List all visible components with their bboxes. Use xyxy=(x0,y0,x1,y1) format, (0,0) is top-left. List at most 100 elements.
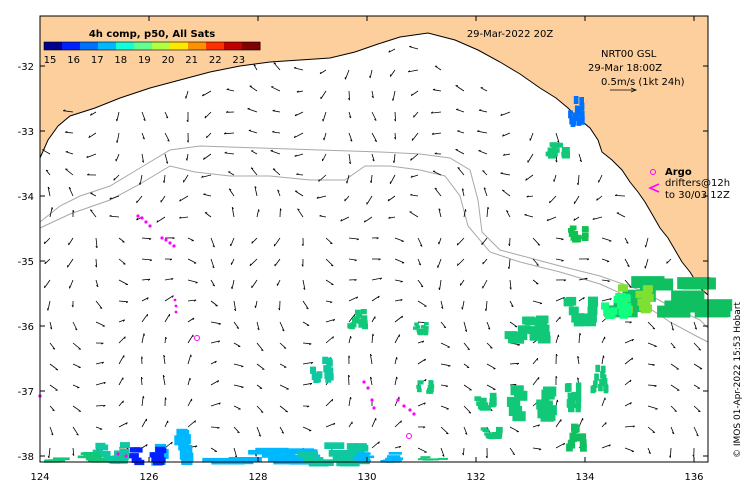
current-arrow-head xyxy=(363,220,366,223)
current-arrow xyxy=(438,208,442,218)
current-arrow xyxy=(601,258,610,262)
current-arrow xyxy=(555,419,562,428)
drifter-point xyxy=(168,241,172,245)
current-arrow-head xyxy=(171,441,173,445)
current-arrow xyxy=(233,363,244,367)
drifter-point xyxy=(370,398,374,402)
current-arrow xyxy=(210,321,221,325)
sst-cell xyxy=(576,392,582,401)
current-arrow-head xyxy=(280,208,282,211)
current-arrow xyxy=(670,321,674,331)
current-arrow-head xyxy=(203,157,205,160)
current-arrow xyxy=(371,441,380,449)
current-arrow-head xyxy=(392,98,394,101)
argo-legend-label: Argo xyxy=(665,167,692,178)
current-arrow-head xyxy=(443,326,446,329)
current-arrow-head xyxy=(179,216,182,219)
current-arrow-head xyxy=(423,402,426,405)
current-arrow-head xyxy=(490,347,493,349)
current-arrow-head xyxy=(448,365,451,367)
current-arrow-head xyxy=(316,196,319,199)
current-arrow-head xyxy=(555,353,558,357)
current-arrow xyxy=(601,397,606,407)
colorbar-frame xyxy=(43,41,261,51)
current-arrow-head xyxy=(283,347,287,349)
current-arrow xyxy=(256,321,260,331)
current-arrow-head xyxy=(319,71,322,75)
sst-cell xyxy=(495,433,503,438)
current-arrow xyxy=(69,279,74,289)
current-arrow-head xyxy=(430,111,434,114)
current-arrow xyxy=(251,150,258,155)
current-arrow-head xyxy=(400,281,403,283)
current-arrow xyxy=(233,342,241,347)
sst-cell xyxy=(582,227,589,233)
current-arrow-head xyxy=(346,181,348,184)
current-arrow-head xyxy=(370,353,373,357)
current-arrow xyxy=(364,216,373,223)
current-arrow-head xyxy=(464,329,467,332)
current-arrow xyxy=(164,153,169,164)
sst-cell xyxy=(512,411,526,422)
x-axis: 124 126 128 130 132 134 136 xyxy=(30,16,704,483)
sst-cell xyxy=(181,455,193,465)
current-arrow xyxy=(255,300,258,308)
current-arrow xyxy=(410,194,419,197)
current-arrow-head xyxy=(250,167,254,169)
sst-cell xyxy=(551,143,560,149)
current-arrow xyxy=(348,111,352,119)
current-arrow-head xyxy=(185,96,187,99)
sst-cell xyxy=(618,284,628,292)
current-arrow-head xyxy=(563,442,566,446)
current-arrow-head xyxy=(122,319,125,322)
sst-colorbar xyxy=(43,41,261,51)
current-arrow xyxy=(72,363,81,368)
current-arrow-head xyxy=(671,328,674,331)
current-arrow xyxy=(463,321,468,332)
current-arrow xyxy=(322,111,327,122)
current-arrow xyxy=(417,447,427,453)
current-arrow xyxy=(201,174,212,178)
sst-cell xyxy=(495,430,503,435)
sst-cell xyxy=(489,392,497,398)
current-arrow-head xyxy=(371,95,374,99)
current-arrow-head xyxy=(605,422,607,425)
current-arrow-head xyxy=(76,433,79,436)
current-arrow-head xyxy=(456,243,459,246)
current-arrow-head xyxy=(202,93,204,97)
current-arrow xyxy=(578,333,581,344)
current-arrow xyxy=(598,174,603,183)
current-arrow-head xyxy=(186,140,189,143)
current-arrow xyxy=(506,210,511,218)
current-arrow-head xyxy=(655,408,658,410)
sst-cell xyxy=(428,458,439,461)
current-arrow-head xyxy=(261,349,264,352)
current-arrow xyxy=(296,174,304,176)
current-arrow-head xyxy=(377,295,380,299)
current-arrow-head xyxy=(344,198,346,202)
current-arrow-head xyxy=(356,238,359,241)
current-arrow-head xyxy=(309,382,313,386)
y-tick-label: -32 xyxy=(18,62,34,73)
sst-cell xyxy=(510,385,524,396)
scale-arrow xyxy=(610,87,638,93)
sst-cell xyxy=(480,397,487,403)
current-arrow-head xyxy=(627,265,630,268)
sst-cell xyxy=(314,375,321,383)
current-arrow xyxy=(141,153,144,163)
current-arrow xyxy=(409,211,419,218)
drifter-point xyxy=(172,244,176,248)
current-arrow-head xyxy=(407,70,411,73)
current-arrow xyxy=(457,130,465,134)
sst-cell xyxy=(506,396,521,407)
current-arrow xyxy=(325,422,336,428)
current-arrow xyxy=(90,111,97,116)
sst-cell xyxy=(491,432,498,436)
current-arrow xyxy=(294,67,304,71)
drifter-point xyxy=(124,454,128,458)
current-arrow xyxy=(555,399,558,407)
sst-cell xyxy=(623,309,632,317)
current-arrow-head xyxy=(507,266,510,269)
current-arrow-head xyxy=(422,426,426,429)
sst-cell xyxy=(280,448,315,453)
